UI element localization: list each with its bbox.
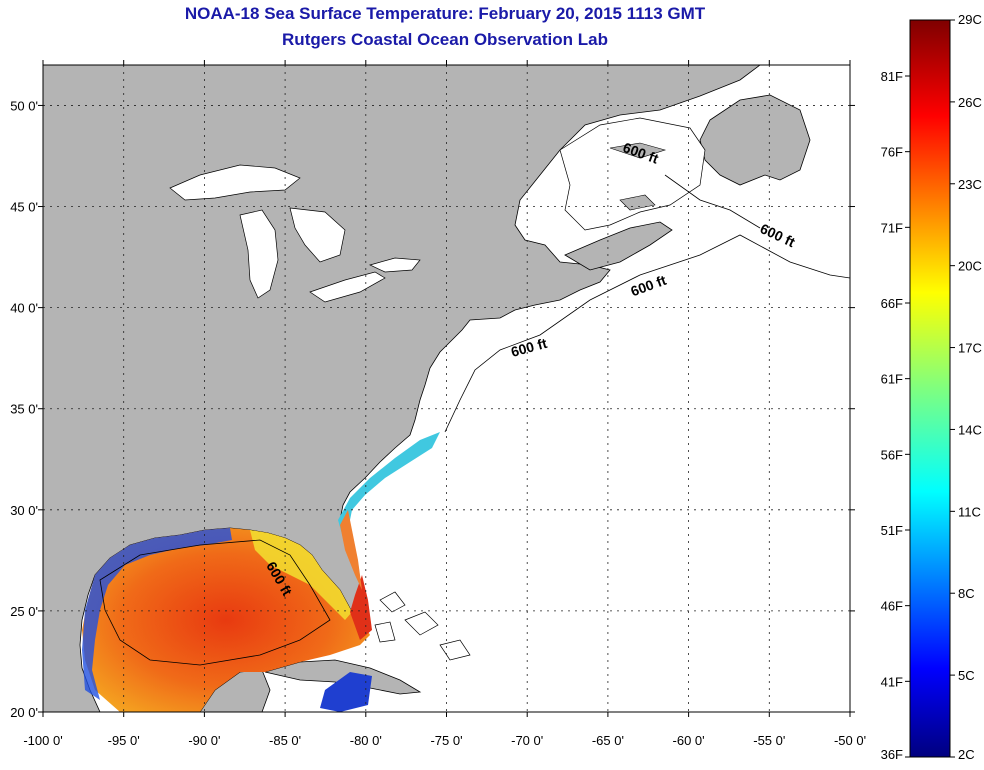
lon-tick-label: -100 0' — [23, 733, 62, 748]
colorbar-celsius-label: 2C — [958, 747, 975, 762]
colorbar-fahrenheit-label: 76F — [881, 145, 903, 160]
longitude-axis: -100 0' -95 0' -90 0' -85 0' -80 0' -75 0' -70… — [23, 733, 866, 748]
lon-tick-label: -95 0' — [108, 733, 140, 748]
colorbar-fahrenheit-labels: 81F 76F 71F 66F 61F 56F 51F 46F 41F 36F — [881, 69, 903, 762]
colorbar-celsius-labels: 29C 26C 23C 20C 17C 14C 11C 8C 5C 2C — [958, 12, 982, 762]
colorbar-fahrenheit-label: 51F — [881, 523, 903, 538]
bahamas-islands — [374, 591, 471, 661]
lake-superior — [169, 164, 301, 201]
lon-tick-label: -80 0' — [350, 733, 382, 748]
lon-tick-label: -50 0' — [834, 733, 866, 748]
colorbar-celsius-label: 11C — [958, 504, 981, 519]
lat-tick-label: 25 0' — [10, 604, 38, 619]
colorbar-fahrenheit-label: 61F — [881, 372, 903, 387]
colorbar-celsius-label: 29C — [958, 12, 982, 27]
lon-tick-label: -65 0' — [592, 733, 624, 748]
colorbar-celsius-label: 20C — [958, 259, 982, 274]
sst-florida-shelf — [250, 530, 352, 620]
graticule — [43, 65, 850, 712]
colorbar-fahrenheit-label: 46F — [881, 599, 903, 614]
sst-gulf-stream-north — [338, 432, 440, 545]
colorbar-celsius-label: 14C — [958, 422, 982, 437]
colorbar-fahrenheit-label: 36F — [881, 747, 903, 762]
sst-gulf-stream — [350, 575, 372, 640]
colorbar-fahrenheit-label: 71F — [881, 220, 903, 235]
lat-tick-label: 40 0' — [10, 301, 38, 316]
lon-tick-label: -85 0' — [269, 733, 301, 748]
latitude-axis: 20 0' 25 0' 30 0' 35 0' 40 0' 45 0' 50 0' — [10, 98, 38, 720]
lat-tick-label: 30 0' — [10, 503, 38, 518]
colorbar-celsius-label: 17C — [958, 341, 982, 356]
map-title: NOAA-18 Sea Surface Temperature: Februar… — [184, 4, 706, 23]
land-anticosti — [609, 142, 667, 159]
lake-huron — [289, 207, 346, 263]
colorbar-fahrenheit-label: 56F — [881, 447, 903, 462]
lon-tick-label: -55 0' — [753, 733, 785, 748]
gulf-st-lawrence — [559, 117, 706, 231]
sst-gulf-nearshore-cool — [82, 528, 232, 700]
colorbar-celsius-label: 26C — [958, 95, 982, 110]
temperature-colorbar — [909, 19, 951, 758]
map-subtitle: Rutgers Coastal Ocean Observation Lab — [282, 30, 608, 49]
lat-tick-label: 45 0' — [10, 200, 38, 215]
lat-tick-label: 20 0' — [10, 705, 38, 720]
land-nova-scotia — [564, 221, 673, 271]
land-newfoundland — [699, 94, 811, 186]
lon-tick-label: -90 0' — [188, 733, 220, 748]
lon-tick-label: -70 0' — [511, 733, 543, 748]
land-north-america — [43, 65, 761, 712]
sst-caribbean — [320, 672, 372, 712]
colorbar-fahrenheit-label: 81F — [881, 69, 903, 84]
colorbar-fahrenheit-label: 41F — [881, 674, 903, 689]
lake-erie — [309, 271, 386, 303]
colorbar-celsius-label: 8C — [958, 586, 975, 601]
lat-tick-label: 35 0' — [10, 402, 38, 417]
depth-contours — [99, 174, 850, 666]
land-cuba — [264, 659, 422, 695]
lake-ontario — [368, 257, 421, 273]
lon-tick-label: -75 0' — [430, 733, 462, 748]
sst-se-shelf-warm — [340, 510, 362, 590]
colorbar-celsius-label: 5C — [958, 668, 975, 683]
lon-tick-label: -60 0' — [673, 733, 705, 748]
lat-tick-label: 50 0' — [10, 98, 38, 113]
colorbar-celsius-label: 23C — [958, 177, 982, 192]
lake-michigan — [239, 209, 279, 299]
colorbar-fahrenheit-label: 66F — [881, 296, 903, 311]
